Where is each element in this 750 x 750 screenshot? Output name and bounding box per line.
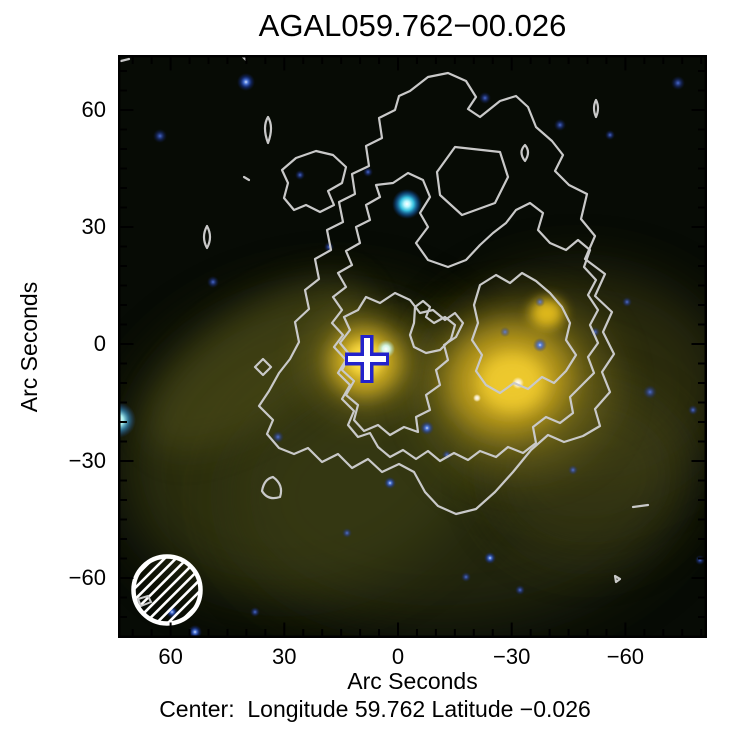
x-tick-label: 60 xyxy=(158,644,183,669)
star xyxy=(479,92,491,104)
star xyxy=(695,555,705,565)
y-tick-label: 0 xyxy=(93,331,106,356)
star xyxy=(554,119,566,131)
star xyxy=(688,405,698,415)
plot-frame xyxy=(118,55,707,638)
star xyxy=(605,130,615,140)
star xyxy=(484,552,496,564)
y-tick-label: −30 xyxy=(68,448,106,473)
sky-image-svg xyxy=(118,55,707,638)
star xyxy=(473,394,481,402)
sky-image-plot xyxy=(118,55,707,638)
star xyxy=(622,297,632,307)
star xyxy=(272,431,284,443)
nebula-patch xyxy=(478,352,546,412)
star xyxy=(250,607,260,617)
star xyxy=(392,189,422,219)
source-position-marker xyxy=(345,335,389,383)
figure-title: AGAL059.762−00.026 xyxy=(258,8,567,43)
star xyxy=(515,585,525,595)
star xyxy=(207,276,219,288)
intensity-contours xyxy=(119,55,650,584)
star xyxy=(568,465,578,475)
star xyxy=(188,625,202,638)
x-tick-label: 30 xyxy=(272,644,297,669)
y-tick-label: 30 xyxy=(81,214,106,239)
center-coordinates-caption: Center: Longitude 59.762 Latitude −0.026 xyxy=(159,696,591,722)
star xyxy=(342,528,352,538)
x-tick-label: −30 xyxy=(493,644,531,669)
star xyxy=(363,167,373,177)
star xyxy=(153,129,167,143)
star xyxy=(384,477,396,489)
star xyxy=(533,338,547,352)
star xyxy=(671,76,685,90)
star xyxy=(420,421,434,435)
x-tick-label: 0 xyxy=(391,644,405,669)
x-axis-label: Arc Seconds xyxy=(347,668,478,694)
x-tick-label: −60 xyxy=(606,644,645,669)
star xyxy=(118,402,136,438)
star xyxy=(461,572,471,582)
star xyxy=(295,170,305,180)
y-tick-label: 60 xyxy=(81,97,106,122)
y-tick-label: −60 xyxy=(68,565,106,590)
star xyxy=(535,297,545,307)
star xyxy=(237,73,255,91)
star xyxy=(643,385,657,399)
star xyxy=(500,327,510,337)
